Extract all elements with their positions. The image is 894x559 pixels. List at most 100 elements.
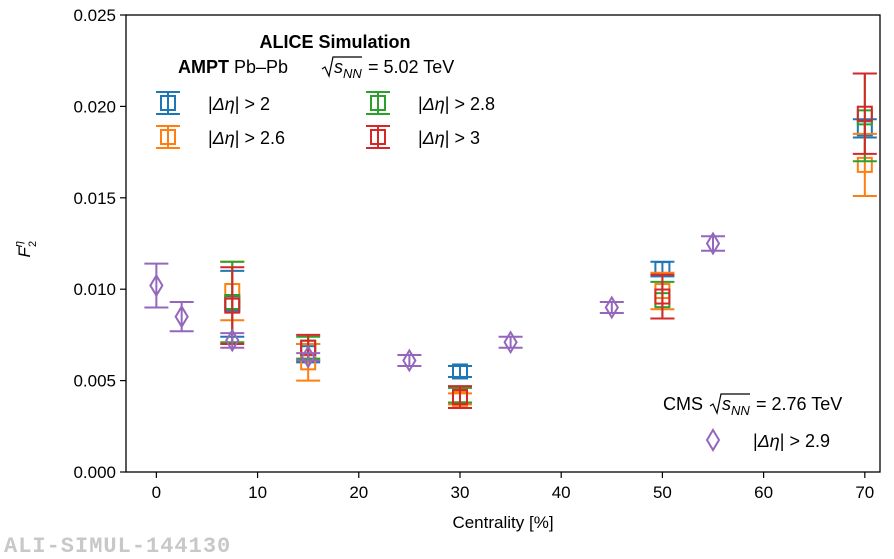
marker-diamond bbox=[301, 344, 316, 369]
legend-square-icon bbox=[160, 129, 176, 145]
data-point-marker bbox=[402, 348, 417, 373]
legend-label-cms: |Δη| > 2.9 bbox=[753, 431, 830, 451]
data-point bbox=[169, 300, 194, 333]
sqrt-s: s bbox=[334, 57, 343, 77]
data-point-marker bbox=[654, 288, 671, 305]
x-tick-label: 70 bbox=[855, 483, 874, 502]
series-1 bbox=[220, 132, 877, 407]
data-point-marker bbox=[174, 304, 189, 329]
legend-icon-cms bbox=[705, 428, 721, 452]
x-tick-label: 10 bbox=[248, 483, 267, 502]
data-point-marker bbox=[503, 330, 518, 355]
legend-label-left: | bbox=[418, 94, 423, 114]
sqrt-content: sNN bbox=[334, 57, 362, 81]
legend-icon-0 bbox=[156, 91, 180, 115]
legend-icon-1 bbox=[156, 125, 180, 149]
x-axis-label: Centrality [%] bbox=[452, 513, 553, 532]
x-tick-label: 50 bbox=[653, 483, 672, 502]
legend-label-right: | > 2.8 bbox=[445, 94, 495, 114]
data-point bbox=[650, 273, 675, 320]
legend-diamond-icon bbox=[705, 428, 721, 452]
data-point bbox=[447, 385, 472, 410]
legend-label-left: | bbox=[208, 128, 213, 148]
y-axis-label-sup: η bbox=[13, 241, 25, 247]
legend-subtitle-bold: AMPT bbox=[178, 57, 229, 77]
data-point-marker bbox=[224, 297, 241, 314]
data-point bbox=[296, 344, 321, 369]
marker-square bbox=[654, 288, 671, 305]
legend-label-0: |Δη| > 2 bbox=[208, 94, 270, 114]
data-point-marker bbox=[705, 231, 721, 256]
data-point-marker bbox=[301, 344, 316, 369]
data-point bbox=[599, 295, 624, 320]
data-point bbox=[701, 231, 726, 256]
series-layer bbox=[144, 72, 877, 410]
legend-energy-cms: = 2.76 TeV bbox=[756, 394, 842, 414]
legend-label-3: |Δη| > 3 bbox=[418, 128, 480, 148]
data-point-marker bbox=[604, 295, 619, 320]
marker-square bbox=[451, 363, 468, 380]
legend-icon-3 bbox=[366, 125, 390, 149]
marker-diamond bbox=[149, 273, 164, 298]
y-axis-label-main: F bbox=[15, 246, 34, 258]
marker-diamond bbox=[503, 330, 518, 355]
legend-label-2: |Δη| > 2.8 bbox=[418, 94, 495, 114]
radical-sign bbox=[321, 56, 362, 78]
axes: 0.000 0.005 0.010 0.015 0.020 0.025 0 10 20 30 40 5… bbox=[13, 6, 881, 532]
legend-label-mid: Δη bbox=[212, 128, 235, 148]
data-point-marker bbox=[451, 389, 468, 406]
legend-subtitle-energy: = 5.02 TeV bbox=[368, 57, 454, 77]
series-3 bbox=[220, 72, 877, 410]
marker-diamond bbox=[604, 295, 619, 320]
x-tick-label: 20 bbox=[349, 483, 368, 502]
sqrt-s: s bbox=[722, 394, 731, 414]
marker-diamond bbox=[225, 328, 240, 353]
legend-subtitle-alice: AMPT Pb–Pb bbox=[178, 57, 288, 77]
marker-diamond bbox=[402, 348, 417, 373]
data-point bbox=[144, 262, 169, 309]
sqrt-nn: NN bbox=[731, 403, 750, 418]
y-tick-label: 0.015 bbox=[73, 189, 116, 208]
legend-square-icon bbox=[370, 129, 386, 145]
legend-label-mid: Δη bbox=[757, 431, 780, 451]
data-point bbox=[397, 348, 422, 373]
y-tick-label: 0.005 bbox=[73, 372, 116, 391]
legend-label-right: | > 2.9 bbox=[780, 431, 830, 451]
legend-square-icon bbox=[160, 95, 176, 111]
y-tick-label: 0.020 bbox=[73, 97, 116, 116]
sqrt-nn: NN bbox=[343, 66, 362, 81]
data-point-marker bbox=[225, 328, 240, 353]
sqrt-s-nn: sNN bbox=[321, 56, 362, 81]
series-4 bbox=[144, 231, 726, 373]
data-point-marker bbox=[451, 363, 468, 380]
legend-label-right: | > 2.6 bbox=[235, 128, 285, 148]
legend-label-mid: Δη bbox=[422, 94, 445, 114]
sqrt-s-nn: sNN bbox=[709, 393, 750, 418]
x-tick-label: 60 bbox=[754, 483, 773, 502]
legend-label-mid: Δη bbox=[212, 94, 235, 114]
y-axis-label-sub: 2 bbox=[27, 241, 39, 247]
sqrt-content: sNN bbox=[722, 394, 750, 418]
data-point-marker bbox=[149, 273, 164, 298]
x-tick-label: 40 bbox=[552, 483, 571, 502]
legend-label-left: | bbox=[753, 431, 758, 451]
radical-sign bbox=[709, 393, 750, 415]
marker-square bbox=[856, 105, 873, 122]
plot-frame bbox=[125, 14, 881, 473]
legend-title-cms: CMS bbox=[663, 394, 703, 414]
watermark: ALI-SIMUL-144130 bbox=[4, 534, 232, 559]
legend-label-1: |Δη| > 2.6 bbox=[208, 128, 285, 148]
legend-label-right: | > 3 bbox=[445, 128, 480, 148]
series-0 bbox=[220, 118, 877, 380]
marker-diamond bbox=[174, 304, 189, 329]
legend-subtitle-text: Pb–Pb bbox=[229, 57, 288, 77]
legend-label-left: | bbox=[208, 94, 213, 114]
legend-icon-2 bbox=[366, 91, 390, 115]
y-tick-label: 0.010 bbox=[73, 280, 116, 299]
x-tick-label: 30 bbox=[451, 483, 470, 502]
data-point bbox=[447, 363, 472, 380]
legend-title-alice: ALICE Simulation bbox=[259, 32, 410, 52]
legend-square-icon bbox=[370, 95, 386, 111]
